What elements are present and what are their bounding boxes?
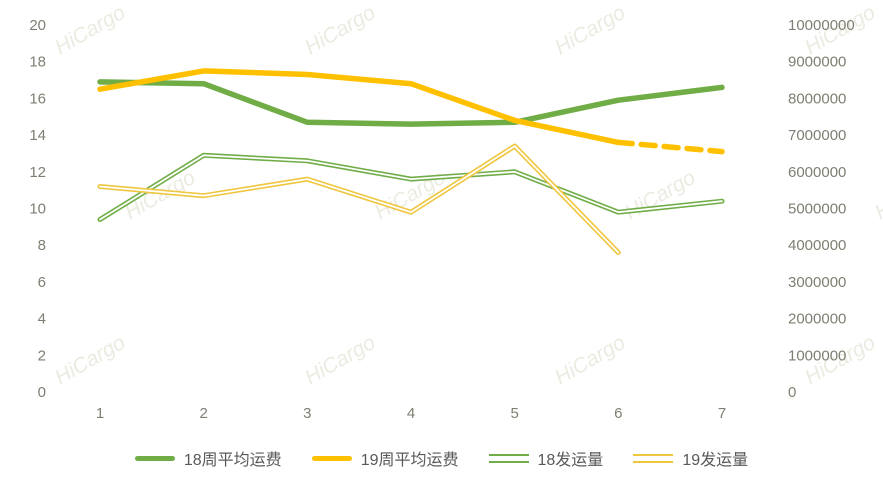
watermark-text: HiCargo	[51, 1, 129, 60]
x-axis-tick: 6	[614, 405, 622, 422]
series-line-3	[97, 143, 621, 255]
right-axis-tick: 6000000	[788, 164, 846, 181]
right-axis-tick: 1000000	[788, 347, 846, 364]
right-axis-tick: 7000000	[788, 127, 846, 144]
left-axis-tick: 12	[29, 164, 46, 181]
x-axis-tick: 2	[199, 405, 207, 422]
x-axis-tick: 4	[407, 405, 415, 422]
watermark-text: HiCargo	[51, 331, 129, 390]
right-axis-tick: 3000000	[788, 274, 846, 291]
left-axis-tick: 10	[29, 201, 46, 218]
watermark-text: HiCargo	[301, 331, 379, 390]
watermark-text: HiCargo	[301, 1, 379, 60]
legend-swatch-2	[488, 453, 529, 463]
legend-item-3: 19发运量	[633, 446, 748, 470]
legend-item-1: 19周平均运费	[311, 446, 459, 470]
left-axis-tick: 16	[29, 90, 46, 107]
x-axis-tick: 1	[96, 405, 104, 422]
left-axis-tick: 6	[38, 274, 46, 291]
x-axis-tick: 7	[718, 405, 726, 422]
legend: 18周平均运费 19周平均运费 18发运量 19发运量	[0, 446, 883, 470]
legend-swatch-0	[134, 455, 175, 461]
series-line-0	[97, 79, 725, 127]
series-line-1	[97, 68, 622, 146]
legend-swatch-3	[633, 453, 674, 463]
left-axis-tick: 8	[38, 237, 46, 254]
right-axis-tick: 0	[788, 384, 796, 401]
legend-label-2: 18发运量	[537, 452, 604, 469]
right-axis-tick: 5000000	[788, 201, 846, 218]
legend-label-0: 18周平均运费	[183, 452, 282, 469]
watermark-text: HiCargo	[621, 166, 699, 225]
legend-label-3: 19发运量	[682, 452, 749, 469]
legend-item-0: 18周平均运费	[134, 446, 282, 470]
watermark-text: HiCargo	[871, 166, 883, 225]
right-axis-tick: 9000000	[788, 54, 846, 71]
right-axis-tick: 10000000	[788, 17, 855, 34]
left-axis-tick: 14	[29, 127, 46, 144]
right-axis-tick: 4000000	[788, 237, 846, 254]
left-axis-tick: 4	[38, 311, 46, 328]
right-axis-tick: 2000000	[788, 311, 846, 328]
x-axis-tick: 5	[510, 405, 518, 422]
left-axis-tick: 20	[29, 17, 46, 34]
legend-item-2: 18发运量	[488, 446, 604, 470]
series-line-inner-3	[99, 145, 620, 254]
series-line-inner-2	[99, 154, 723, 221]
series-line-1	[615, 139, 725, 155]
right-axis-tick: 8000000	[788, 90, 846, 107]
left-axis-tick: 2	[38, 347, 46, 364]
watermark-text: HiCargo	[551, 1, 629, 60]
legend-swatch-1	[311, 455, 352, 461]
legend-label-1: 19周平均运费	[360, 452, 459, 469]
left-axis-tick: 18	[29, 54, 46, 71]
x-axis-tick: 3	[303, 405, 311, 422]
left-axis-tick: 0	[38, 384, 46, 401]
watermark-text: HiCargo	[551, 331, 629, 390]
